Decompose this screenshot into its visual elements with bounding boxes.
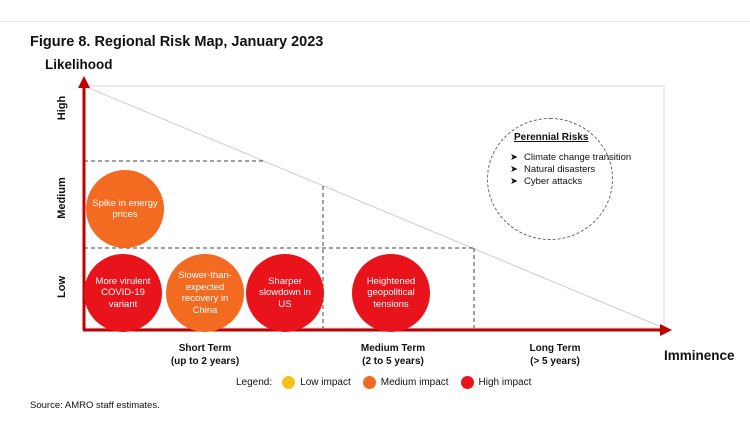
source-note: Source: AMRO staff estimates. (30, 400, 160, 411)
legend-item-medium: Medium impact (362, 376, 449, 389)
perennial-risk-item: ➤ Natural disasters (510, 164, 596, 175)
risk-bubble-energy-prices: Spike in energy prices (86, 170, 164, 248)
risk-bubble-covid-variant: More virulent COVID-19 variant (84, 254, 162, 332)
perennial-risks-title: Perennial Risks (514, 132, 589, 143)
x-category-long-term-line2: (> 5 years) (530, 356, 580, 367)
y-level-low: Low (56, 276, 68, 298)
x-category-medium-term-line1: Medium Term (360, 343, 426, 354)
perennial-risks-circle (487, 118, 613, 240)
red-dot-icon (460, 376, 474, 389)
perennial-risk-item: ➤ Climate change transition (510, 152, 632, 163)
y-level-high: High (56, 95, 68, 121)
x-category-short-term: Short Term (up to 2 years) (150, 342, 260, 368)
arrow-bullet-icon: ➤ (510, 176, 518, 187)
x-axis-title: Imminence (664, 348, 735, 363)
x-category-short-term-line2: (up to 2 years) (170, 356, 240, 367)
arrow-bullet-icon: ➤ (510, 164, 518, 175)
risk-bubble-china-recovery: Slower-than-expected recovery in China (166, 254, 244, 332)
y-axis-title: Likelihood (45, 57, 113, 72)
risk-bubble-geopolitical: Heightened geopolitical tensions (352, 254, 430, 332)
legend-item-high: High impact (460, 376, 531, 389)
perennial-risk-item: ➤ Cyber attacks (510, 176, 583, 187)
legend-item-low: Low impact (282, 376, 351, 389)
x-category-long-term-line1: Long Term (529, 343, 581, 354)
arrow-bullet-icon: ➤ (510, 152, 518, 163)
top-divider (0, 21, 750, 22)
perennial-risks-list: ➤ Climate change transition ➤ Natural disa… (510, 152, 631, 188)
x-category-long-term: Long Term (> 5 years) (505, 342, 605, 368)
figure-title: Figure 8. Regional Risk Map, January 202… (30, 34, 324, 50)
x-axis-arrowhead (660, 324, 672, 336)
x-category-short-term-line1: Short Term (178, 343, 232, 354)
x-category-medium-term-line2: (2 to 5 years) (362, 356, 424, 367)
y-level-medium: Medium (56, 177, 68, 219)
legend: Legend: Low impact Medium impact High im… (236, 376, 543, 389)
x-category-medium-term: Medium Term (2 to 5 years) (338, 342, 448, 368)
risk-bubble-us-slowdown: Sharper slowdown in US (246, 254, 324, 332)
y-axis-arrowhead (78, 76, 90, 88)
orange-dot-icon (362, 376, 376, 389)
yellow-dot-icon (282, 376, 296, 389)
diagonal-line (83, 85, 665, 329)
legend-label: Legend: (236, 377, 273, 388)
